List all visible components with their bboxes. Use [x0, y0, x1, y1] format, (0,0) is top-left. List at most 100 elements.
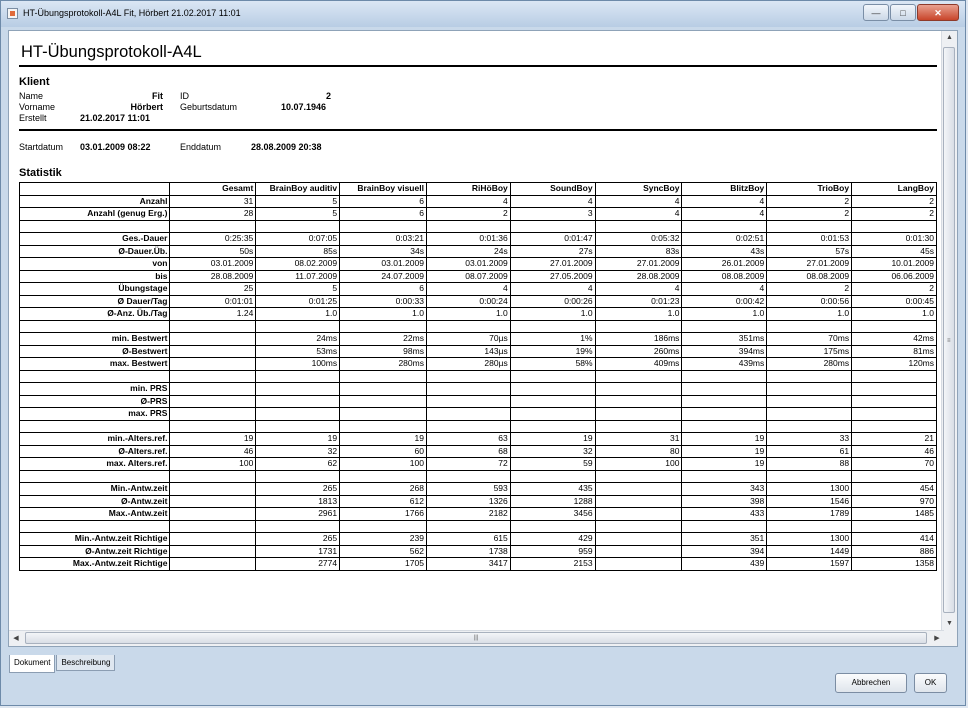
table-cell: 34s — [339, 244, 427, 258]
table-cell: 28 — [169, 207, 257, 221]
id-value: 2 — [325, 91, 331, 101]
table-cell — [169, 394, 257, 408]
table-cell: 70µs — [425, 332, 511, 346]
horizontal-scrollbar[interactable]: ◀ ||| ▶ — [9, 630, 944, 646]
table-cell — [594, 469, 683, 483]
table-cell — [766, 382, 853, 396]
vertical-scroll-thumb[interactable]: ≡ — [943, 47, 955, 613]
name-value: Fit — [152, 91, 163, 101]
tab-dokument[interactable]: Dokument — [9, 655, 56, 673]
table-cell: 351 — [681, 532, 768, 546]
window-controls: — □ ✕ — [862, 4, 959, 22]
table-row: min. PRS — [18, 382, 937, 396]
table-cell: 11.07.2009 — [255, 269, 341, 283]
table-cell: 03.01.2009 — [339, 257, 427, 271]
table-row: Ø Dauer/Tag 0:01:01 0:01:25 0:00:33 0:00:24 0… — [18, 294, 937, 308]
geburtsdatum-label: Geburtsdatum — [180, 102, 238, 112]
table-cell: 1.0 — [509, 307, 596, 321]
maximize-button[interactable]: □ — [890, 4, 916, 21]
scroll-left-icon[interactable]: ◀ — [13, 635, 19, 642]
table-cell: 1326 — [425, 494, 511, 508]
scrollbar-corner — [942, 631, 957, 646]
title-bar[interactable]: HT-Übungsprotokoll-A4L Fit, Hörbert 21.0… — [1, 1, 965, 27]
column-header: BrainBoy visuell — [339, 182, 427, 196]
table-cell — [255, 219, 341, 233]
column-header: BrainBoy auditiv — [255, 182, 341, 196]
table-cell — [594, 532, 683, 546]
table-cell: 143µs — [425, 344, 511, 358]
table-cell: 409ms — [594, 357, 683, 371]
table-cell: 2 — [851, 282, 937, 296]
table-cell — [255, 469, 341, 483]
table-cell: 6 — [339, 194, 427, 208]
table-row: Ø-Antw.zeit 1813 612 1326 1288 398 1546 970 — [18, 494, 937, 508]
table-cell: 100 — [339, 457, 427, 471]
tab-beschreibung[interactable]: Beschreibung — [56, 655, 116, 671]
table-cell: 0:02:51 — [681, 232, 768, 246]
table-cell: 435 — [509, 482, 596, 496]
row-label — [18, 319, 171, 333]
vertical-scrollbar[interactable]: ▲ ≡ ▼ — [941, 31, 957, 631]
table-cell: 28.08.2009 — [594, 269, 683, 283]
table-cell: 1300 — [766, 532, 853, 546]
table-cell — [681, 369, 768, 383]
table-cell: 0:00:33 — [339, 294, 427, 308]
table-row: Ges.-Dauer 0:25:35 0:07:05 0:03:21 0:01:36 0:… — [18, 232, 937, 246]
table-cell: 08.02.2009 — [255, 257, 341, 271]
table-cell — [766, 469, 853, 483]
row-label: bis — [18, 269, 171, 283]
table-cell: 959 — [509, 544, 596, 558]
table-cell — [509, 419, 596, 433]
table-cell — [681, 394, 768, 408]
table-cell: 68 — [425, 444, 511, 458]
table-cell: 88 — [766, 457, 853, 471]
table-cell — [681, 219, 768, 233]
table-cell: 886 — [851, 544, 937, 558]
scroll-down-icon[interactable]: ▼ — [946, 620, 953, 627]
table-cell: 85s — [255, 244, 341, 258]
table-cell — [169, 332, 257, 346]
enddatum-value: 28.08.2009 20:38 — [251, 142, 322, 152]
table-cell: 19% — [509, 344, 596, 358]
table-cell: 265 — [255, 532, 341, 546]
table-cell: 1358 — [851, 557, 937, 571]
table-cell: 6 — [339, 207, 427, 221]
table-cell: 59 — [509, 457, 596, 471]
table-cell — [766, 419, 853, 433]
table-row: bis 28.08.2009 11.07.2009 24.07.2009 08.07.2… — [18, 269, 937, 283]
table-cell: 3 — [509, 207, 596, 221]
table-cell — [339, 319, 427, 333]
table-cell: 24.07.2009 — [339, 269, 427, 283]
table-cell — [594, 369, 683, 383]
table-row: Min.-Antw.zeit Richtige 265 239 615 429 351 13… — [18, 532, 937, 546]
table-cell: 1738 — [425, 544, 511, 558]
horizontal-scroll-thumb[interactable]: ||| — [25, 632, 927, 644]
table-row: min. Bestwert 24ms 22ms 70µs 1% 186ms 351ms 70m… — [18, 332, 937, 346]
table-cell: 351ms — [681, 332, 768, 346]
table-cell: 2 — [766, 207, 853, 221]
row-label: Min.-Antw.zeit — [18, 482, 171, 496]
erstellt-label: Erstellt — [19, 113, 47, 123]
table-cell: 27.01.2009 — [766, 257, 853, 271]
document-view[interactable]: HT-Übungsprotokoll-A4L Klient Name Fit I… — [8, 30, 958, 647]
scroll-right-icon[interactable]: ▶ — [934, 635, 940, 642]
table-row: max. PRS — [18, 407, 937, 421]
table-row: Min.-Antw.zeit 265 268 593 435 343 1300 454 — [18, 482, 937, 496]
table-cell: 4 — [509, 194, 596, 208]
table-cell — [339, 382, 427, 396]
table-cell: 1.0 — [425, 307, 511, 321]
ok-button[interactable]: OK — [914, 673, 947, 693]
cancel-button[interactable]: Abbrechen — [835, 673, 907, 693]
table-cell: 0:00:45 — [851, 294, 937, 308]
table-row — [18, 519, 937, 533]
close-button[interactable]: ✕ — [917, 4, 959, 21]
table-cell: 70ms — [766, 332, 853, 346]
table-row — [18, 469, 937, 483]
table-cell — [681, 469, 768, 483]
table-cell: 2774 — [255, 557, 341, 571]
minimize-button[interactable]: — — [863, 4, 889, 21]
klient-row-name: Name Fit ID 2 — [19, 91, 937, 102]
scroll-up-icon[interactable]: ▲ — [946, 34, 953, 41]
app-icon[interactable] — [7, 8, 18, 19]
table-cell — [169, 369, 257, 383]
